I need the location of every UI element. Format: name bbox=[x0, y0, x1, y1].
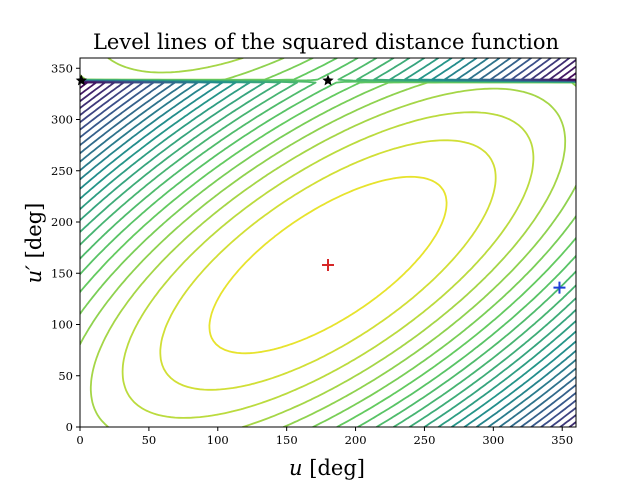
plot-frame bbox=[79, 57, 577, 428]
contour-level bbox=[80, 72, 576, 89]
x-tick-label: 150 bbox=[276, 433, 298, 447]
min-plus-red bbox=[322, 259, 334, 272]
x-tick-label: 250 bbox=[413, 433, 435, 447]
x-tick-label: 50 bbox=[142, 433, 157, 447]
x-axis-unit: [deg] bbox=[309, 456, 365, 480]
y-axis: 0 50 100 150 200 250 300 350 bbox=[51, 61, 80, 434]
x-axis-variable: u bbox=[289, 456, 303, 480]
x-tick-label: 350 bbox=[551, 433, 573, 447]
max-star-left bbox=[75, 74, 88, 86]
contour-lines bbox=[80, 58, 576, 427]
min-plus-blue bbox=[553, 281, 566, 294]
y-tick-label: 50 bbox=[58, 369, 73, 383]
y-tick-label: 350 bbox=[51, 61, 73, 75]
y-tick-label: 100 bbox=[51, 318, 73, 332]
y-tick-label: 150 bbox=[51, 266, 73, 280]
y-tick-label: 300 bbox=[51, 113, 73, 127]
y-axis-variable: u′ bbox=[22, 265, 46, 284]
y-axis-unit: [deg] bbox=[22, 203, 46, 259]
y-axis-label: u′ [deg] bbox=[22, 203, 46, 284]
x-tick-label: 300 bbox=[482, 433, 504, 447]
contour-level bbox=[159, 139, 497, 391]
x-tick-label: 200 bbox=[345, 433, 367, 447]
y-tick-label: 250 bbox=[51, 164, 73, 178]
x-tick-label: 0 bbox=[76, 433, 83, 447]
y-tick-label: 200 bbox=[51, 215, 73, 229]
contour-level bbox=[89, 58, 567, 427]
x-tick-label: 100 bbox=[207, 433, 229, 447]
y-tick-label: 0 bbox=[66, 420, 73, 434]
x-axis: 0 50 100 150 200 250 300 350 bbox=[76, 427, 573, 447]
max-star-mid bbox=[322, 74, 334, 86]
contour-level bbox=[121, 111, 535, 419]
chart-title: Level lines of the squared distance func… bbox=[93, 30, 559, 54]
markers bbox=[75, 74, 566, 294]
x-axis-label: u [deg] bbox=[289, 456, 365, 480]
contour-level bbox=[208, 175, 448, 355]
